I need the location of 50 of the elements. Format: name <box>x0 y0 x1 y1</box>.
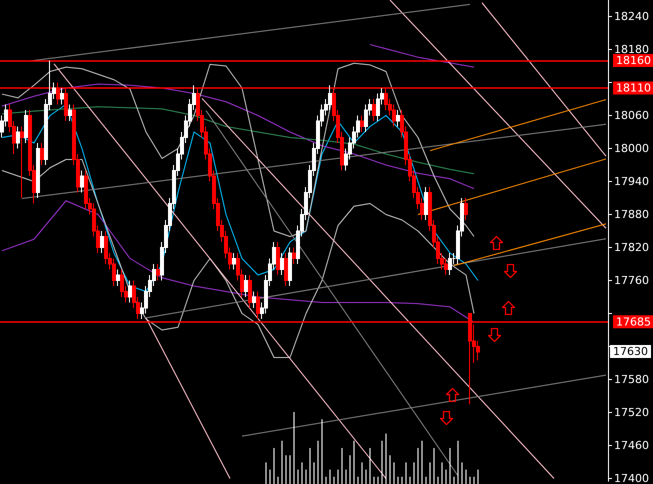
y-tick-label: 17940 <box>614 175 649 188</box>
y-tick-label: 18060 <box>614 109 649 122</box>
candlestick <box>464 198 468 220</box>
candlestick <box>248 274 252 308</box>
candlestick <box>396 110 400 127</box>
line-series <box>2 62 474 237</box>
candlestick <box>232 252 236 270</box>
candlestick <box>276 242 280 276</box>
candlestick <box>448 252 452 276</box>
line-series <box>2 159 474 358</box>
candlestick <box>288 247 292 286</box>
candlestick <box>116 269 120 286</box>
ref-line-label: 18110 <box>616 82 651 94</box>
ref-line-label: 18160 <box>616 54 651 67</box>
candlestick <box>284 252 288 286</box>
y-tick-label: 17880 <box>614 208 649 221</box>
candlestick <box>20 126 24 198</box>
candlestick <box>16 126 20 149</box>
candlestick <box>36 142 40 198</box>
candlestick <box>40 142 44 166</box>
y-tick-label: 17760 <box>614 274 649 287</box>
ref-line-label: 17685 <box>616 315 651 328</box>
y-tick-label: 18000 <box>614 142 649 155</box>
y-tick-label: 18180 <box>614 43 649 56</box>
candlestick <box>156 264 160 281</box>
candlestick <box>256 291 260 320</box>
candlestick <box>424 186 428 220</box>
candlestick <box>280 252 284 276</box>
candlestick <box>60 88 64 105</box>
y-tick-label: 17520 <box>614 406 649 419</box>
line-series <box>2 84 474 190</box>
line-series <box>2 200 474 323</box>
candlestick <box>244 274 248 298</box>
y-tick-label: 17820 <box>614 241 649 254</box>
candlestick <box>24 110 28 144</box>
candlestick <box>128 280 132 303</box>
candlestick <box>68 104 72 122</box>
candlestick <box>372 98 376 122</box>
candlestick <box>292 247 296 264</box>
candlestick <box>100 230 104 254</box>
y-tick-label: 17580 <box>614 373 649 386</box>
line-series <box>2 104 478 292</box>
candlestick <box>80 170 84 193</box>
candlestick <box>252 291 256 308</box>
line-series <box>2 106 474 174</box>
y-tick-label: 18240 <box>614 10 649 23</box>
candlestick <box>360 115 364 132</box>
y-tick-label: 17460 <box>614 439 649 452</box>
annotation: 17630 <box>613 345 648 358</box>
y-tick-label: 17400 <box>614 472 649 484</box>
